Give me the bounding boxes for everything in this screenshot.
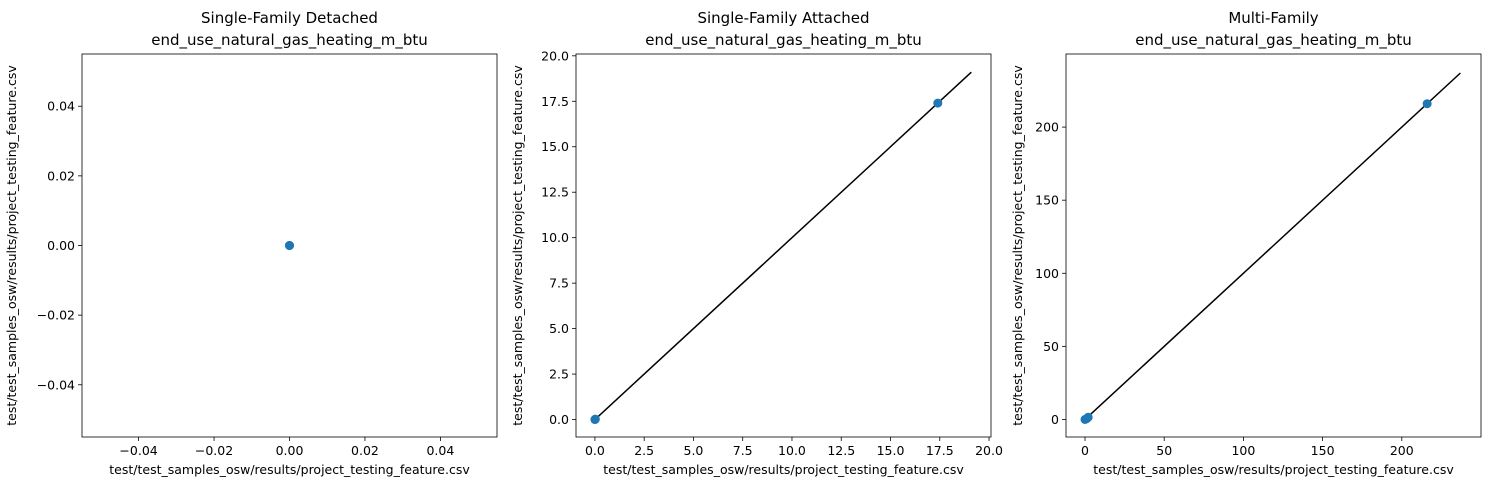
x-tick-label: −0.02 <box>195 443 233 458</box>
chart-title: Single-Family Attached <box>697 9 869 27</box>
y-tick-label: 2.5 <box>549 367 569 382</box>
data-point <box>1422 99 1432 109</box>
axes-frame <box>1065 53 1482 438</box>
x-tick-label: 15.0 <box>877 443 905 458</box>
identity-line <box>594 71 972 421</box>
x-tick-label: 0.0 <box>585 443 605 458</box>
chart-subtitle: end_use_natural_gas_heating_m_btu <box>151 31 427 50</box>
y-axis-label: test/test_samples_osw/results/project_te… <box>1010 65 1025 426</box>
chart-2: Single-Family Attached end_use_natural_ga… <box>510 9 1003 477</box>
chart-title: Single-Family Detached <box>201 9 378 27</box>
chart-subtitle: end_use_natural_gas_heating_m_btu <box>1135 31 1411 50</box>
y-axis-label: test/test_samples_osw/results/project_te… <box>510 65 525 426</box>
y-axis-label: test/test_samples_osw/results/project_te… <box>4 65 19 426</box>
y-tick-label: −0.02 <box>37 308 75 323</box>
x-axis-label: test/test_samples_osw/results/project_te… <box>1093 462 1454 477</box>
y-tick-label: 17.5 <box>541 94 569 109</box>
data-point <box>933 98 943 108</box>
y-tick-label: 15.0 <box>541 139 569 154</box>
chart-3: Multi-Family end_use_natural_gas_heating_… <box>1010 9 1482 477</box>
y-tick-label: 100 <box>1035 266 1059 281</box>
y-tick-label: 150 <box>1035 193 1059 208</box>
x-tick-label: 20.0 <box>975 443 1003 458</box>
y-tick-label: 200 <box>1035 120 1059 135</box>
axes-frame <box>575 53 992 438</box>
y-tick-label: 0.04 <box>47 99 75 114</box>
x-tick-label: 50 <box>1156 443 1172 458</box>
y-tick-label: 0 <box>1051 412 1059 427</box>
chart-1: Single-Family Detached end_use_natural_ga… <box>4 9 498 477</box>
y-tick-label: 7.5 <box>549 276 569 291</box>
x-tick-label: 150 <box>1311 443 1335 458</box>
y-tick-label: 0.02 <box>47 168 75 183</box>
chart-title: Multi-Family <box>1228 9 1318 27</box>
x-tick-label: −0.04 <box>119 443 157 458</box>
y-tick-label: 10.0 <box>541 230 569 245</box>
x-tick-label: 12.5 <box>827 443 855 458</box>
data-point <box>285 241 294 250</box>
x-tick-label: 0 <box>1081 443 1089 458</box>
x-axis-label: test/test_samples_osw/results/project_te… <box>603 462 964 477</box>
data-point <box>590 414 600 424</box>
x-tick-label: 5.0 <box>684 443 704 458</box>
y-tick-label: 0.0 <box>549 412 569 427</box>
x-axis-label: test/test_samples_osw/results/project_te… <box>109 462 470 477</box>
y-tick-label: 5.0 <box>549 321 569 336</box>
x-tick-label: 7.5 <box>733 443 753 458</box>
x-tick-label: 0.00 <box>276 443 304 458</box>
x-tick-label: 100 <box>1231 443 1255 458</box>
y-tick-label: 50 <box>1043 339 1059 354</box>
x-tick-label: 0.04 <box>426 443 454 458</box>
y-tick-label: 12.5 <box>541 185 569 200</box>
x-tick-label: 17.5 <box>926 443 954 458</box>
data-point <box>1083 412 1093 422</box>
chart-subtitle: end_use_natural_gas_heating_m_btu <box>645 31 921 50</box>
x-tick-label: 10.0 <box>778 443 806 458</box>
identity-line <box>1084 72 1461 421</box>
y-tick-label: −0.04 <box>37 377 75 392</box>
x-tick-label: 200 <box>1390 443 1414 458</box>
x-tick-label: 0.02 <box>351 443 379 458</box>
x-tick-label: 2.5 <box>634 443 654 458</box>
y-tick-label: 20.0 <box>541 48 569 63</box>
y-tick-label: 0.00 <box>47 238 75 253</box>
